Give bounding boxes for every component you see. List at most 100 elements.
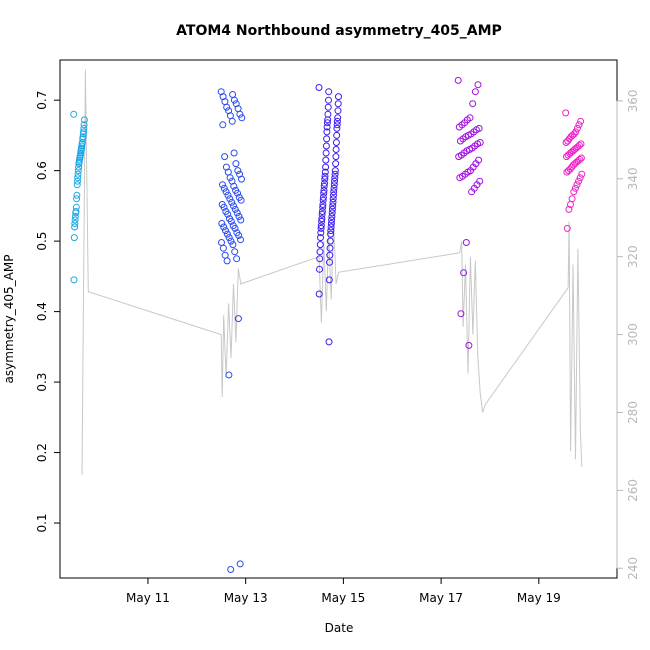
y2-tick-label: 320 xyxy=(626,245,640,268)
y-tick-label: 0.7 xyxy=(35,91,49,110)
line-series-layer xyxy=(81,69,583,475)
data-point xyxy=(70,234,78,242)
x-tick-label: May 17 xyxy=(419,591,463,605)
data-point xyxy=(326,251,334,259)
data-point xyxy=(321,172,329,180)
data-point xyxy=(223,230,231,238)
x-tick-label: May 13 xyxy=(224,591,268,605)
data-point xyxy=(326,237,334,245)
data-point xyxy=(573,181,581,189)
data-point xyxy=(575,177,583,185)
data-point xyxy=(227,237,235,245)
data-point xyxy=(316,241,324,249)
data-point xyxy=(237,236,244,244)
data-point xyxy=(226,195,234,203)
data-point xyxy=(577,117,585,125)
data-point xyxy=(469,100,477,108)
data-point xyxy=(74,167,82,175)
data-point xyxy=(230,202,237,210)
data-point xyxy=(231,248,239,256)
data-point xyxy=(329,195,337,203)
point-cluster-2 xyxy=(217,88,246,573)
data-point xyxy=(72,209,80,217)
data-point xyxy=(317,229,325,237)
data-point xyxy=(454,76,462,84)
data-point xyxy=(237,196,245,204)
y-axis-right: 240 260 280 300 320 340 360 xyxy=(616,89,640,580)
data-point xyxy=(318,210,326,218)
data-point xyxy=(230,96,238,104)
data-point xyxy=(564,151,572,159)
data-point xyxy=(226,174,234,182)
data-point xyxy=(576,174,584,182)
data-point xyxy=(334,114,342,122)
data-point xyxy=(315,290,323,298)
data-point xyxy=(74,174,82,182)
data-point xyxy=(80,116,88,124)
data-point xyxy=(328,213,336,220)
data-point xyxy=(238,175,245,183)
data-point xyxy=(320,189,328,197)
data-point xyxy=(564,137,572,145)
x-tick-label: May 15 xyxy=(321,591,365,605)
data-point xyxy=(220,203,228,211)
y-axis-label: asymmetry_405_AMP xyxy=(2,255,16,384)
data-point xyxy=(333,124,341,132)
data-point xyxy=(70,276,78,284)
data-point xyxy=(320,186,328,194)
data-point xyxy=(565,167,572,175)
point-cluster-4 xyxy=(454,76,484,349)
y2-tick-label: 260 xyxy=(626,479,640,502)
data-point xyxy=(75,163,83,171)
data-point xyxy=(315,84,323,91)
data-point xyxy=(324,103,332,111)
data-point xyxy=(225,371,233,379)
data-point xyxy=(333,131,341,139)
data-point xyxy=(238,114,246,122)
data-point xyxy=(333,117,341,125)
data-point xyxy=(80,121,88,129)
y-tick-label: 0.2 xyxy=(35,443,49,462)
y-tick-label: 0.3 xyxy=(35,373,49,392)
data-point xyxy=(563,153,570,161)
data-point xyxy=(323,123,331,131)
data-point xyxy=(227,217,235,225)
data-point xyxy=(565,205,573,213)
data-point xyxy=(325,338,333,346)
data-point xyxy=(323,135,331,143)
data-point xyxy=(571,184,579,192)
data-point xyxy=(330,181,338,189)
points-layer xyxy=(70,76,586,573)
data-point xyxy=(327,220,335,227)
data-point xyxy=(327,223,335,231)
data-point xyxy=(218,239,225,246)
data-point xyxy=(465,341,473,349)
data-point xyxy=(230,149,238,157)
data-point xyxy=(331,177,338,185)
data-point xyxy=(319,193,327,201)
data-point xyxy=(224,210,232,218)
data-point xyxy=(329,198,337,206)
data-point xyxy=(332,153,340,161)
data-point xyxy=(325,276,333,284)
data-point xyxy=(325,88,333,96)
data-point xyxy=(223,103,231,111)
data-point xyxy=(319,201,327,208)
data-point xyxy=(73,195,81,203)
data-point xyxy=(334,107,342,115)
data-point xyxy=(321,179,328,187)
data-point xyxy=(327,227,335,235)
data-point xyxy=(323,128,331,136)
data-point xyxy=(234,167,242,175)
data-point xyxy=(234,315,242,323)
data-point xyxy=(331,174,339,182)
data-point xyxy=(335,93,342,101)
y2-tick-label: 300 xyxy=(626,323,640,346)
data-point xyxy=(563,224,571,232)
y-tick-label: 0.6 xyxy=(35,161,49,180)
y-tick-label: 0.4 xyxy=(35,302,49,321)
data-point xyxy=(325,96,332,104)
data-point xyxy=(569,161,577,169)
x-tick-label: May 11 xyxy=(126,591,170,605)
data-point xyxy=(229,241,237,249)
